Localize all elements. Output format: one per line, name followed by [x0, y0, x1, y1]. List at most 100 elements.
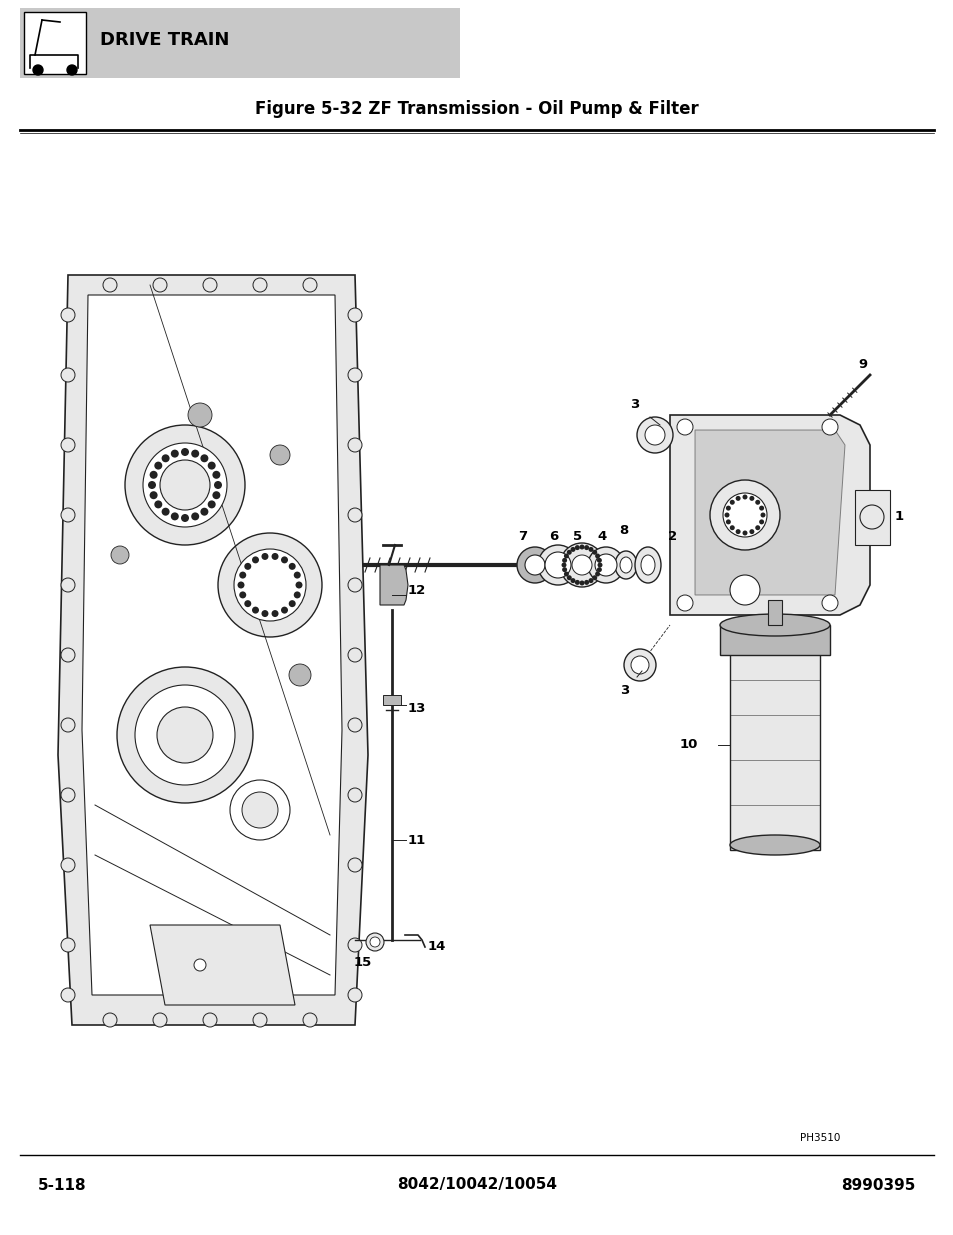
Circle shape: [270, 445, 290, 466]
Circle shape: [570, 578, 575, 583]
Polygon shape: [382, 695, 400, 705]
Circle shape: [218, 534, 322, 637]
Circle shape: [281, 557, 288, 563]
Circle shape: [213, 492, 220, 499]
Circle shape: [230, 781, 290, 840]
Circle shape: [152, 278, 167, 291]
Circle shape: [181, 448, 189, 456]
Circle shape: [294, 572, 300, 578]
Circle shape: [755, 500, 760, 505]
Circle shape: [524, 555, 544, 576]
Ellipse shape: [640, 555, 655, 576]
Circle shape: [637, 417, 672, 453]
Circle shape: [171, 513, 178, 520]
Circle shape: [237, 582, 244, 589]
Text: 8042/10042/10054: 8042/10042/10054: [396, 1177, 557, 1193]
Circle shape: [135, 685, 234, 785]
Polygon shape: [82, 295, 341, 995]
Circle shape: [735, 496, 740, 501]
Circle shape: [587, 547, 623, 583]
Circle shape: [294, 592, 300, 599]
Text: 1: 1: [894, 510, 903, 524]
Circle shape: [348, 438, 361, 452]
Circle shape: [597, 567, 601, 572]
Circle shape: [575, 545, 579, 550]
Text: 8: 8: [618, 524, 628, 536]
Bar: [729, 650, 820, 850]
Polygon shape: [379, 564, 408, 605]
Circle shape: [61, 308, 75, 322]
Circle shape: [348, 648, 361, 662]
Circle shape: [575, 580, 579, 585]
Text: 12: 12: [408, 583, 426, 597]
Circle shape: [253, 1013, 267, 1028]
Circle shape: [111, 546, 129, 564]
Ellipse shape: [615, 551, 637, 579]
Polygon shape: [669, 415, 869, 615]
Circle shape: [348, 788, 361, 802]
Ellipse shape: [635, 547, 660, 583]
Circle shape: [61, 648, 75, 662]
Circle shape: [859, 505, 883, 529]
Circle shape: [595, 555, 617, 576]
Circle shape: [644, 425, 664, 445]
Circle shape: [588, 578, 593, 583]
Circle shape: [592, 576, 597, 580]
Circle shape: [597, 562, 602, 568]
Circle shape: [61, 508, 75, 522]
Circle shape: [759, 505, 763, 510]
Circle shape: [544, 552, 571, 578]
Circle shape: [348, 988, 361, 1002]
Circle shape: [213, 480, 222, 489]
Circle shape: [821, 419, 837, 435]
Circle shape: [677, 419, 692, 435]
Circle shape: [592, 550, 597, 555]
Circle shape: [563, 553, 568, 558]
Circle shape: [722, 493, 766, 537]
Circle shape: [630, 656, 648, 674]
Circle shape: [566, 576, 571, 580]
Ellipse shape: [720, 614, 829, 636]
Circle shape: [749, 529, 754, 534]
Circle shape: [295, 582, 302, 589]
Circle shape: [200, 454, 208, 462]
Circle shape: [261, 553, 268, 559]
Circle shape: [61, 438, 75, 452]
Circle shape: [563, 572, 568, 577]
Bar: [767, 600, 781, 625]
Text: 10: 10: [679, 739, 698, 752]
Text: 9: 9: [857, 358, 866, 372]
Circle shape: [193, 960, 206, 971]
Circle shape: [157, 706, 213, 763]
Text: 13: 13: [408, 701, 426, 715]
Circle shape: [348, 939, 361, 952]
Circle shape: [61, 578, 75, 592]
Circle shape: [61, 368, 75, 382]
Ellipse shape: [729, 835, 820, 855]
Circle shape: [289, 600, 295, 608]
Circle shape: [723, 513, 729, 517]
Circle shape: [154, 500, 162, 509]
Circle shape: [188, 403, 212, 427]
Circle shape: [570, 547, 575, 552]
Circle shape: [366, 932, 384, 951]
Circle shape: [348, 508, 361, 522]
Circle shape: [191, 513, 199, 520]
Circle shape: [561, 562, 566, 568]
Circle shape: [566, 550, 571, 555]
Polygon shape: [58, 275, 368, 1025]
Text: 14: 14: [428, 941, 446, 953]
Bar: [854, 490, 889, 545]
Text: 5-118: 5-118: [38, 1177, 87, 1193]
Circle shape: [725, 520, 730, 525]
Circle shape: [242, 792, 277, 827]
Circle shape: [152, 1013, 167, 1028]
Circle shape: [537, 545, 578, 585]
Circle shape: [208, 462, 215, 469]
Text: 7: 7: [517, 531, 527, 543]
Circle shape: [33, 65, 43, 75]
Circle shape: [303, 1013, 316, 1028]
Text: 5: 5: [573, 531, 582, 543]
Circle shape: [561, 567, 566, 572]
Text: 6: 6: [549, 531, 558, 543]
